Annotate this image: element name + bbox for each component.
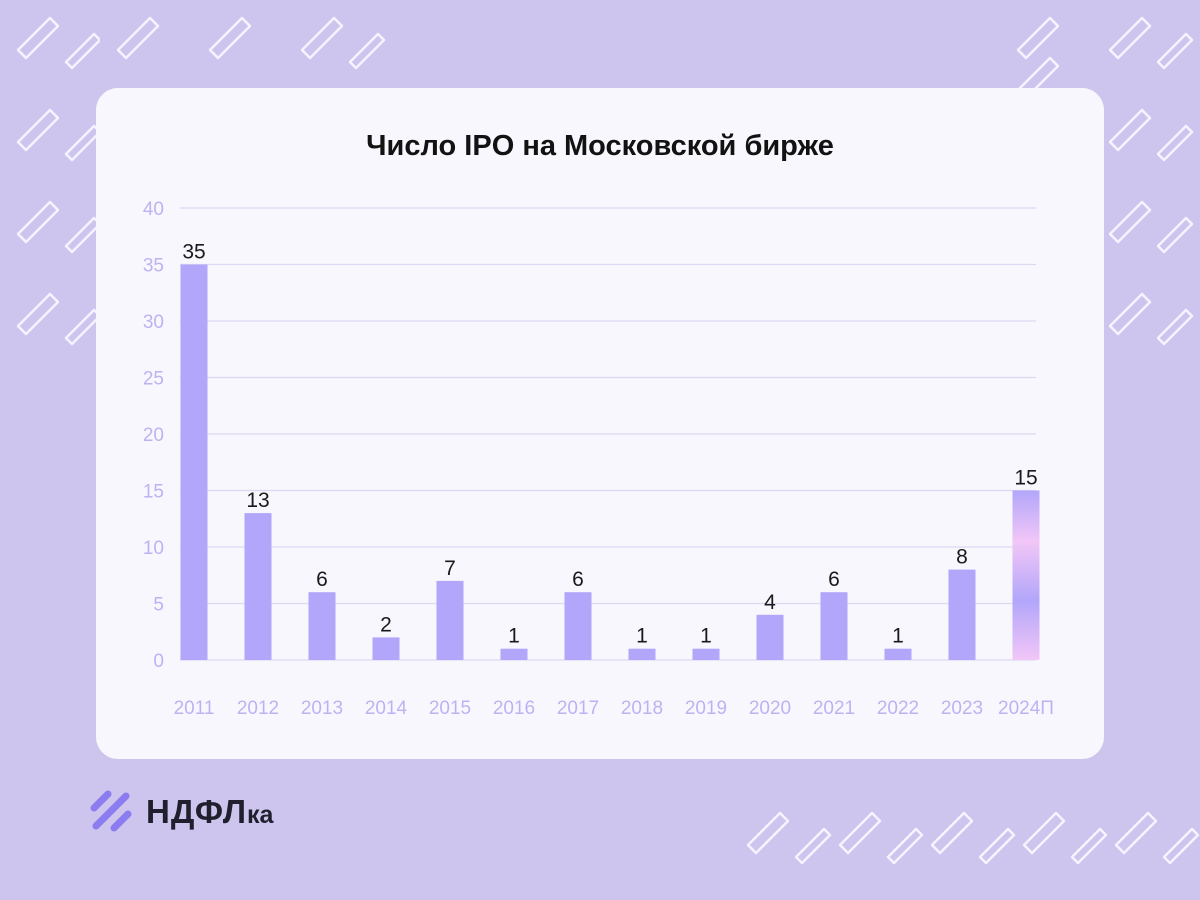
data-label: 7 xyxy=(444,557,456,580)
decor-pattern-top-left xyxy=(16,16,100,346)
x-tick-label: 2021 xyxy=(813,698,855,719)
data-label: 6 xyxy=(316,568,328,591)
data-label: 6 xyxy=(572,568,584,591)
bar xyxy=(564,592,592,660)
y-tick-label: 40 xyxy=(143,199,164,220)
chart-card: Число IPO на Московской бирже 0 5 10 15 20 25… xyxy=(96,88,1104,759)
data-label: 8 xyxy=(956,546,968,569)
y-tick-label: 15 xyxy=(143,482,164,503)
decor-pattern-bottom-right xyxy=(746,811,1200,865)
brand-name-main: НДФЛ xyxy=(146,792,247,830)
bar xyxy=(500,648,528,660)
x-tick-label: 2012 xyxy=(237,698,279,719)
y-tick-label: 25 xyxy=(143,369,164,390)
x-tick-label: 2015 xyxy=(429,698,471,719)
x-tick-label: 2013 xyxy=(301,698,343,719)
brand-name-suffix: ка xyxy=(246,800,274,829)
bar xyxy=(820,592,848,660)
decor-pattern-top-right xyxy=(1016,16,1194,346)
bar-chart: 0 5 10 15 20 25 30 35 40 35 2011 13 2012 6 2013 2 2014 7 2… xyxy=(143,199,1054,719)
y-tick-label: 20 xyxy=(143,425,164,446)
x-tick-label: 2019 xyxy=(685,698,727,719)
bar xyxy=(244,513,272,660)
x-tick-label: 2014 xyxy=(365,698,408,719)
decor-pattern-top xyxy=(116,16,386,70)
data-label: 1 xyxy=(508,625,520,648)
data-label: 1 xyxy=(892,625,904,648)
bar xyxy=(628,648,656,660)
chart-title: Число IPO на Московской бирже xyxy=(366,130,834,162)
data-label: 15 xyxy=(1014,467,1037,490)
x-tick-label: 2011 xyxy=(174,698,215,719)
percent-slash-icon xyxy=(90,790,132,832)
x-tick-label: 2020 xyxy=(749,698,791,719)
bar xyxy=(436,580,464,660)
data-label: 4 xyxy=(764,591,776,614)
y-tick-label: 30 xyxy=(143,312,164,333)
data-label: 35 xyxy=(182,241,205,264)
bar xyxy=(308,592,336,660)
x-tick-label: 2018 xyxy=(621,698,663,719)
bar xyxy=(756,614,784,660)
x-tick-label: 2016 xyxy=(493,698,535,719)
bar xyxy=(692,648,720,660)
y-tick-label: 0 xyxy=(153,651,164,672)
y-tick-label: 5 xyxy=(153,595,164,616)
data-label: 1 xyxy=(700,625,712,648)
bar xyxy=(180,264,208,660)
data-label: 2 xyxy=(380,613,392,636)
x-tick-label: 2022 xyxy=(877,698,919,719)
data-label: 6 xyxy=(828,568,840,591)
brand-logo: НДФЛка xyxy=(90,790,273,832)
x-tick-label: 2017 xyxy=(557,698,599,719)
bar xyxy=(948,569,976,660)
bar-forecast xyxy=(1012,490,1040,660)
brand-name: НДФЛка xyxy=(146,795,273,828)
data-label: 13 xyxy=(246,489,269,512)
bar xyxy=(884,648,912,660)
data-label: 1 xyxy=(636,625,648,648)
y-tick-label: 10 xyxy=(143,538,164,559)
x-tick-label: 2024П xyxy=(998,698,1054,719)
x-tick-label: 2023 xyxy=(941,698,983,719)
bar xyxy=(372,637,400,660)
y-tick-label: 35 xyxy=(143,256,164,277)
